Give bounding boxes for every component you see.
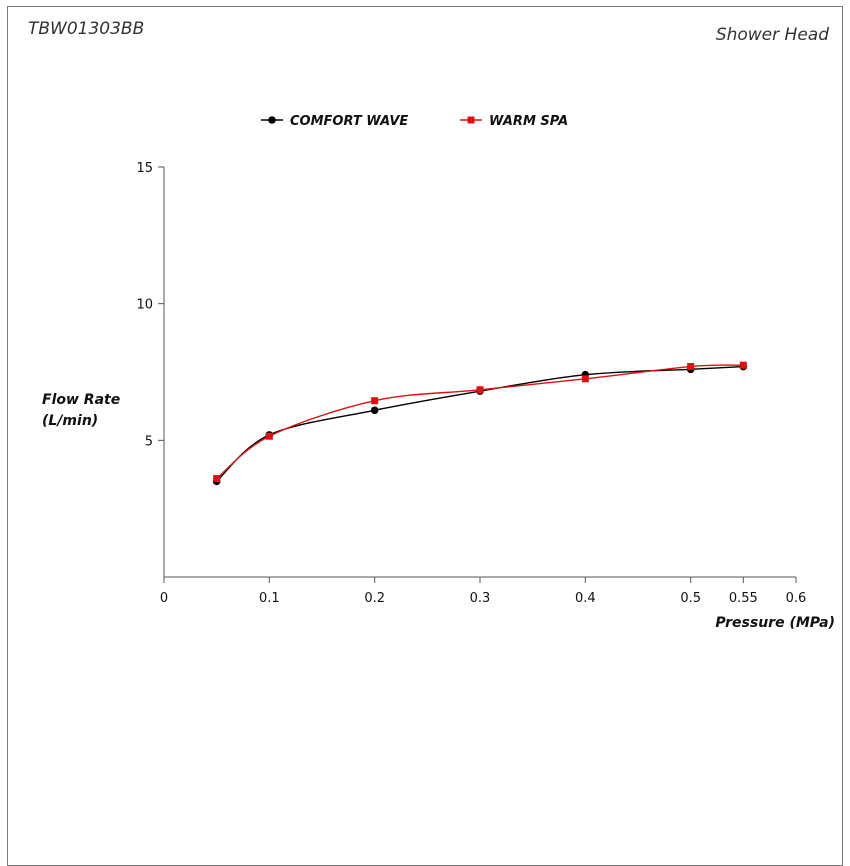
data-point-warm-spa <box>476 386 484 394</box>
data-point-warm-spa <box>687 363 695 371</box>
chart-frame <box>7 6 843 866</box>
series-comfort-wave <box>212 362 748 486</box>
data-point-comfort-wave <box>370 406 379 415</box>
series-line-comfort-wave <box>216 365 744 482</box>
legend-label-warm-spa: WARM SPA <box>489 114 568 129</box>
data-point-warm-spa <box>581 375 589 383</box>
x-tick-label: 0.1 <box>259 591 280 606</box>
data-point-warm-spa <box>739 361 747 369</box>
x-tick-label: 0.5 <box>680 591 701 606</box>
y-axis-title-line2: (L/min) <box>42 413 98 429</box>
series-warm-spa <box>213 361 747 483</box>
product-type: Shower Head <box>715 25 829 45</box>
legend-marker-warm-spa <box>467 116 475 124</box>
legend-item-comfort-wave: COMFORT WAVE <box>261 114 408 129</box>
y-tick-label: 15 <box>136 161 153 176</box>
data-point-warm-spa <box>213 475 221 483</box>
model-code: TBW01303BB <box>28 19 145 39</box>
x-tick-label: 0.3 <box>470 591 491 606</box>
x-tick-label: 0.55 <box>729 591 758 606</box>
series-layer <box>212 361 748 486</box>
axes: 0 0.1 0.2 0.3 0.4 0.5 0.55 0.6 5 10 15 <box>136 161 806 606</box>
legend-label-comfort-wave: COMFORT WAVE <box>290 114 408 129</box>
y-tick-label: 10 <box>136 298 153 313</box>
x-tick-label: 0.6 <box>786 591 807 606</box>
y-tick-label: 5 <box>145 434 153 449</box>
series-line-warm-spa <box>216 364 744 480</box>
x-tick-label: 0.2 <box>364 591 385 606</box>
data-point-warm-spa <box>265 432 273 440</box>
legend-marker-comfort-wave <box>268 116 276 124</box>
legend-item-warm-spa: WARM SPA <box>460 114 568 129</box>
x-axis-title: Pressure (MPa) <box>715 615 835 631</box>
y-axis-title-line1: Flow Rate <box>42 392 120 408</box>
data-point-warm-spa <box>371 397 379 405</box>
x-tick-label: 0.4 <box>575 591 596 606</box>
x-tick-label: 0 <box>160 591 168 606</box>
legend: COMFORT WAVE WARM SPA <box>261 114 568 129</box>
